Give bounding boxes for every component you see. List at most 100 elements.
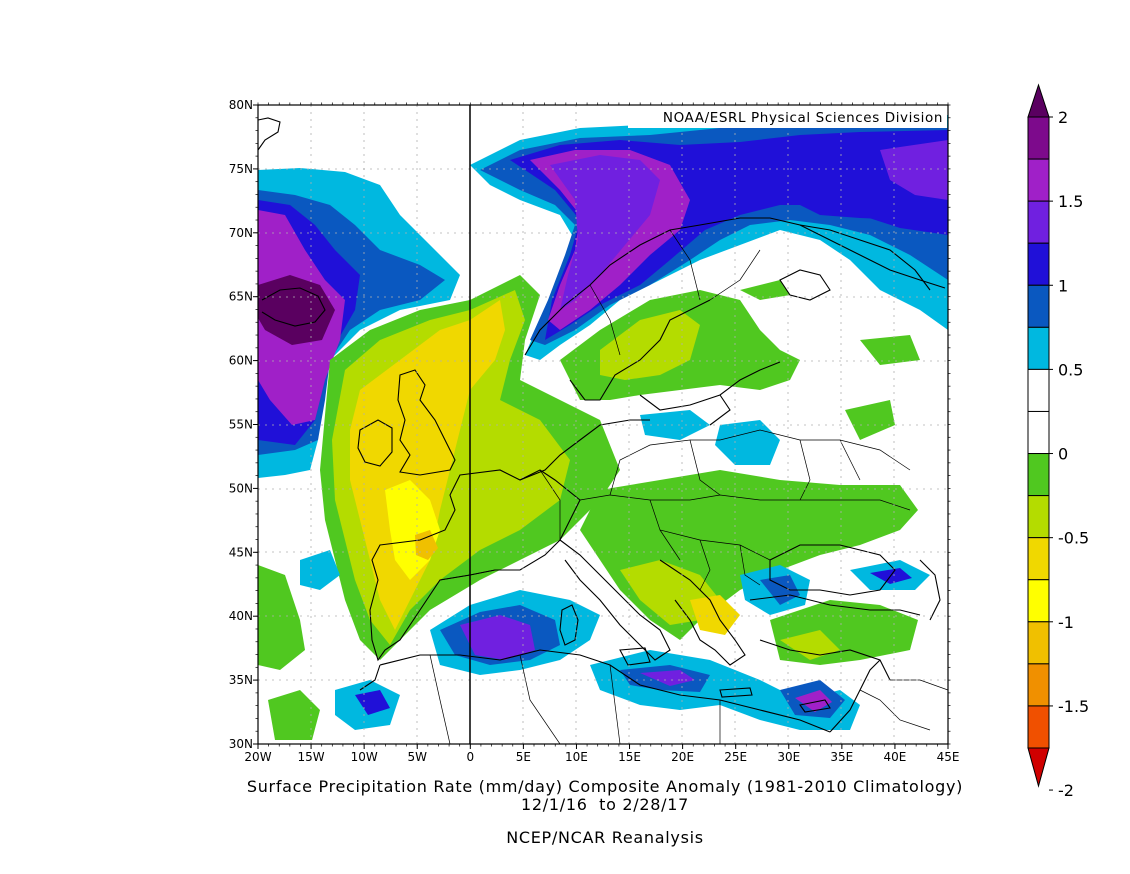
- coast-continent-north: [519, 419, 650, 481]
- credit-box: [628, 106, 947, 128]
- colorbar-segment: [1027, 200, 1050, 244]
- lon-label: 20W: [244, 750, 271, 764]
- anomaly-contours: [258, 105, 948, 744]
- colorbar-label: 0: [1058, 445, 1068, 464]
- lon-label: 0: [466, 750, 474, 764]
- colorbar-segment: [1027, 537, 1050, 581]
- colorbar-segment: [1027, 579, 1050, 623]
- colorbar-segment: [1027, 663, 1050, 707]
- lat-label: 40N: [229, 609, 253, 623]
- lat-label: 70N: [229, 226, 253, 240]
- contour-darkpurple-iceland: [258, 275, 335, 345]
- contour-yellowgreen-baltic: [600, 310, 700, 380]
- lat-label: 55N: [229, 418, 253, 432]
- lat-label: 80N: [229, 98, 253, 112]
- coast-sardinia: [559, 604, 579, 646]
- contour-blue-turkey: [760, 575, 800, 605]
- colorbar-segment: [1027, 326, 1050, 370]
- coast-scandinavia: [524, 217, 946, 401]
- contour-green-atlantic: [258, 565, 305, 670]
- colorbar-segment: [1027, 495, 1050, 539]
- coast-cyprus: [799, 699, 831, 713]
- contour-violet-algeria: [460, 615, 535, 660]
- colorbar-label: 1: [1058, 276, 1068, 295]
- lon-label: 35E: [830, 750, 853, 764]
- contour-green-uk: [845, 400, 895, 440]
- coast-iceland: [261, 287, 326, 327]
- colorbar-segment: [1027, 242, 1050, 286]
- contour-violet-med: [640, 670, 695, 686]
- contour-blue-morocco: [355, 690, 390, 715]
- colorbar-bottom-arrow: [1027, 747, 1050, 788]
- contour-violet-ne: [880, 140, 948, 200]
- colorbar-segment: [1027, 284, 1050, 328]
- lon-label: 45E: [937, 750, 960, 764]
- lat-label: 50N: [229, 481, 253, 495]
- coast-caspian: [919, 559, 941, 621]
- border-north-africa: [429, 654, 721, 744]
- caption-title: Surface Precipitation Rate (mm/day) Comp…: [247, 777, 963, 796]
- contour-lightblue-baltic: [640, 410, 710, 440]
- lon-label: 15E: [618, 750, 641, 764]
- colorbar-segment: [1027, 705, 1050, 749]
- coast-white-sea: [779, 269, 831, 301]
- contour-green-east: [860, 335, 920, 365]
- colorbar-segment: [1027, 158, 1050, 202]
- border-central-1: [539, 439, 761, 540]
- colorbar-labels: 2 1.5 1 0.5 0 -0.5 -1 -1.5 -2: [1049, 108, 1089, 800]
- coast-ireland: [357, 419, 393, 467]
- coast-france-iberia: [369, 469, 581, 662]
- colorbar-segment: [1027, 453, 1050, 497]
- colorbar-label: -1.5: [1058, 697, 1089, 716]
- colorbar-segment: [1027, 410, 1050, 455]
- lon-label: 5E: [516, 750, 531, 764]
- lon-label: 20E: [671, 750, 694, 764]
- border-middle-east: [859, 679, 948, 731]
- coast-great-britain: [397, 369, 456, 476]
- colorbar-segment: [1027, 368, 1050, 412]
- lat-label: 35N: [229, 673, 253, 687]
- lon-label: 30E: [777, 750, 800, 764]
- colorbar-label: -0.5: [1058, 529, 1089, 548]
- caption-source: NCEP/NCAR Reanalysis: [506, 828, 704, 847]
- lat-label: 60N: [229, 354, 253, 368]
- contour-green-sahara: [268, 690, 320, 740]
- contour-gold-balkans: [690, 595, 740, 635]
- contour-purple-cyprus: [795, 690, 832, 712]
- caption-date-range: 12/1/16 to 2/28/17: [521, 795, 689, 814]
- colorbar-segment: [1027, 116, 1050, 160]
- latitude-labels: 80N 75N 70N 65N 60N 55N 50N 45N 40N 35N 30N: [229, 98, 253, 751]
- contour-purple-north: [550, 155, 660, 310]
- lon-label: 10W: [351, 750, 378, 764]
- colorbar-label: -2: [1058, 781, 1074, 800]
- graticule: [258, 105, 948, 744]
- axis-ticks: [253, 102, 951, 749]
- lat-label: 45N: [229, 545, 253, 559]
- lon-label: 15W: [298, 750, 325, 764]
- contour-gold-west: [350, 300, 505, 630]
- colorbar-top-arrow: [1027, 83, 1050, 118]
- border-balkans: [659, 529, 761, 591]
- colorbar-label: 1.5: [1058, 192, 1083, 211]
- coast-turkey: [749, 594, 921, 681]
- coast-black-sea: [769, 544, 896, 596]
- coast-sicily: [619, 647, 651, 666]
- lon-label: 25E: [724, 750, 747, 764]
- contour-lightblue-atl2: [300, 550, 340, 590]
- border-east: [760, 439, 911, 511]
- coast-italy: [559, 539, 671, 661]
- lat-label: 30N: [229, 737, 253, 751]
- colorbar-label: 2: [1058, 108, 1068, 127]
- colorbar: [1027, 83, 1050, 788]
- credit-label: NOAA/ESRL Physical Sciences Division: [663, 110, 943, 126]
- lon-label: 10E: [565, 750, 588, 764]
- coast-balkans-greece: [659, 559, 746, 666]
- coast-greenland: [258, 117, 281, 151]
- coast-crete: [719, 687, 753, 698]
- colorbar-label: -1: [1058, 613, 1074, 632]
- colorbar-label: 0.5: [1058, 360, 1083, 379]
- contour-yellowgreen-turkey: [780, 630, 840, 660]
- border-scandinavia: [589, 229, 761, 356]
- longitude-labels: 20W 15W 10W 5W 0 5E 10E 15E 20E 25E 30E 35E 40E 45E: [244, 750, 959, 764]
